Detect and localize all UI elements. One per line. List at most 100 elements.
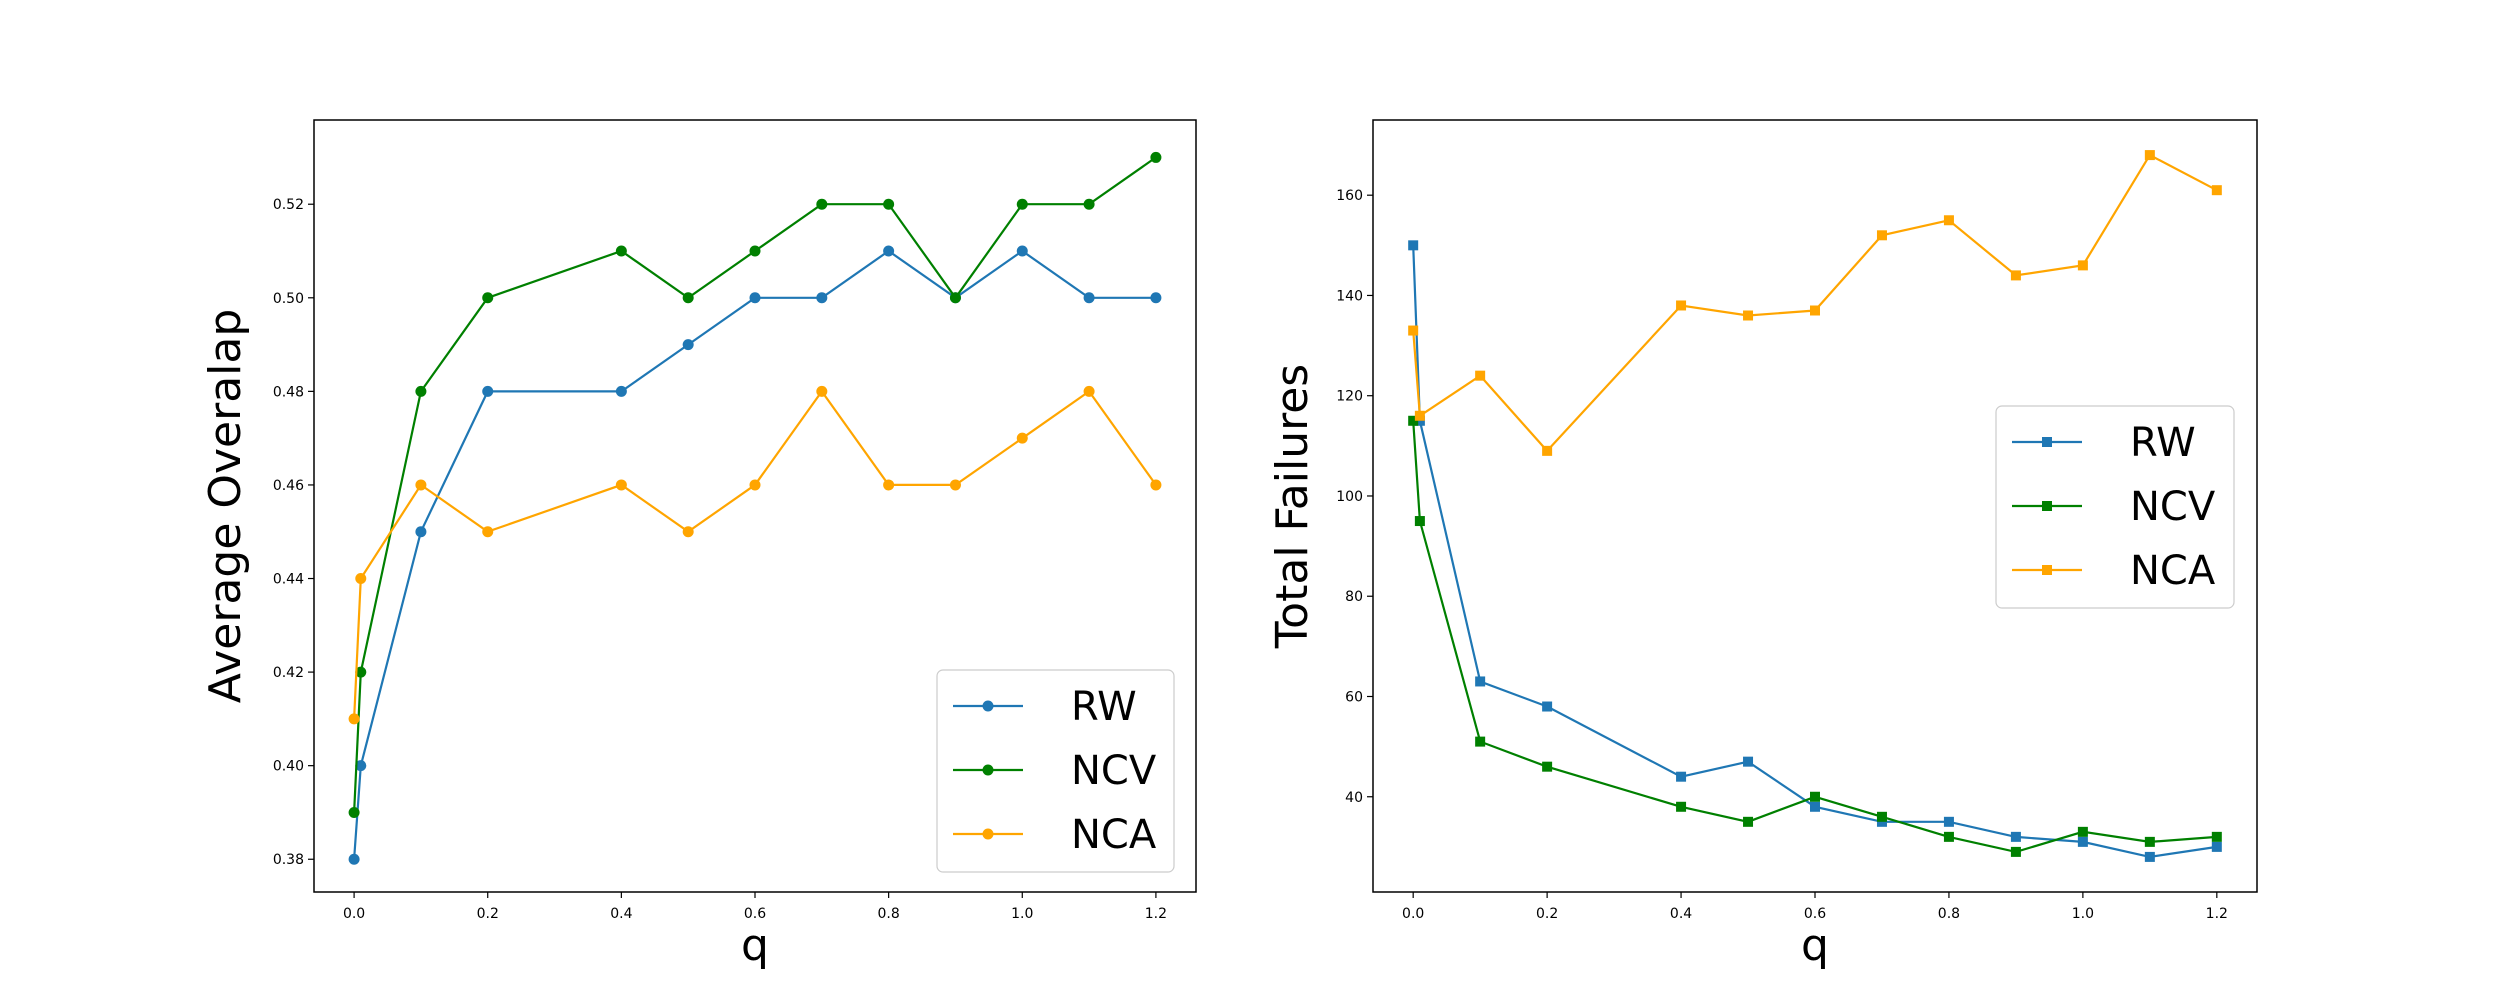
data-point-ncv (348, 806, 360, 818)
data-point-ncv (1150, 151, 1162, 163)
x-tick-label: 0.2 (477, 906, 499, 922)
data-point-nca (1414, 410, 1425, 421)
data-point-rw (749, 292, 761, 304)
data-point-rw (1414, 415, 1425, 426)
y-tick-label: 0.44 (273, 572, 304, 588)
data-point-ncv (615, 245, 627, 257)
data-point-ncv (2077, 826, 2088, 837)
data-point-rw (2144, 851, 2155, 862)
x-tick-label: 1.2 (1145, 906, 1167, 922)
data-point-nca (1016, 432, 1028, 444)
data-point-nca (1408, 325, 1419, 336)
data-point-ncv (1943, 831, 1954, 842)
data-point-rw (1542, 701, 1553, 712)
legend-label-rw: RW (1071, 684, 1137, 730)
x-tick-label: 0.6 (1804, 906, 1826, 922)
data-point-rw (1743, 756, 1754, 767)
data-point-nca (682, 526, 694, 538)
data-point-nca (2010, 270, 2021, 281)
y-tick-label: 0.38 (273, 852, 304, 868)
data-point-nca (2077, 260, 2088, 271)
data-point-nca (355, 573, 367, 585)
data-point-rw (1408, 240, 1419, 251)
data-point-ncv (1016, 198, 1028, 210)
data-point-rw (1150, 292, 1162, 304)
data-point-rw (615, 385, 627, 397)
y-tick-label: 80 (1345, 589, 1363, 605)
data-point-nca (348, 713, 360, 725)
data-point-ncv (1542, 761, 1553, 772)
data-point-rw (2077, 836, 2088, 847)
data-point-rw (816, 292, 828, 304)
data-point-ncv (949, 292, 961, 304)
data-point-ncv (1414, 516, 1425, 527)
data-point-rw (2211, 841, 2222, 852)
y-axis-label: Total Failures (1267, 364, 1318, 649)
y-tick-label: 140 (1336, 288, 1363, 304)
y-tick-label: 0.46 (273, 478, 304, 494)
y-tick-label: 0.50 (273, 291, 304, 307)
data-point-rw (1943, 816, 1954, 827)
x-tick-label: 0.4 (610, 906, 632, 922)
data-point-ncv (1408, 415, 1419, 426)
y-tick-label: 0.48 (273, 384, 304, 400)
data-point-nca (1943, 215, 1954, 226)
data-point-rw (1083, 292, 1095, 304)
data-point-nca (816, 385, 828, 397)
data-point-nca (482, 526, 494, 538)
y-tick-label: 0.42 (273, 665, 304, 681)
y-tick-label: 0.52 (273, 197, 304, 213)
x-tick-label: 0.8 (878, 906, 900, 922)
data-point-ncv (482, 292, 494, 304)
data-point-nca (1743, 310, 1754, 321)
legend-marker-ncv (2042, 501, 2052, 511)
x-tick-label: 0.0 (1402, 906, 1424, 922)
data-point-ncv (2010, 846, 2021, 857)
data-point-ncv (355, 666, 367, 678)
data-point-nca (749, 479, 761, 491)
legend-marker-ncv (982, 764, 994, 776)
data-point-nca (615, 479, 627, 491)
overlap-chart: 0.0 0.2 0.4 0.6 0.8 1.0 1.2 0.38 0.40 0.42 0.44 0.4… (200, 119, 1197, 971)
data-point-rw (1810, 801, 1820, 812)
y-tick-label: 40 (1345, 790, 1363, 806)
data-point-nca (1150, 479, 1162, 491)
data-point-rw (1016, 245, 1028, 257)
legend-label-rw: RW (2130, 420, 2196, 466)
data-point-ncv (1743, 816, 1754, 827)
legend-label-nca: NCA (2130, 548, 2216, 594)
data-point-nca (1810, 305, 1820, 316)
data-point-nca (1676, 300, 1687, 311)
y-tick-label: 100 (1336, 489, 1363, 505)
x-tick-label: 0.0 (343, 906, 365, 922)
data-point-nca (2211, 185, 2222, 196)
data-point-ncv (2211, 831, 2222, 842)
data-point-ncv (883, 198, 895, 210)
data-point-nca (883, 479, 895, 491)
data-point-nca (1475, 370, 1486, 381)
data-point-nca (1542, 445, 1553, 456)
legend-label-ncv: NCV (1071, 748, 1157, 794)
legend-box (1995, 405, 2235, 609)
data-point-rw (348, 853, 360, 865)
data-point-ncv (816, 198, 828, 210)
data-point-ncv (1083, 198, 1095, 210)
data-point-ncv (749, 245, 761, 257)
legend-box (936, 669, 1175, 873)
legend-marker-nca (2042, 565, 2052, 575)
legend-marker-rw (2042, 437, 2052, 447)
legend: RW NCV NCA (936, 669, 1175, 873)
data-point-rw (2010, 831, 2021, 842)
data-point-ncv (1475, 736, 1486, 747)
data-point-ncv (2144, 836, 2155, 847)
legend-marker-rw (982, 700, 994, 712)
x-tick-label: 1.2 (2206, 906, 2228, 922)
x-axis-label: q (741, 920, 769, 971)
y-tick-label: 120 (1336, 389, 1363, 405)
x-tick-label: 0.6 (744, 906, 766, 922)
data-point-ncv (415, 385, 427, 397)
data-point-ncv (1876, 811, 1887, 822)
data-point-rw (1676, 771, 1687, 782)
x-tick-label: 1.0 (1011, 906, 1033, 922)
